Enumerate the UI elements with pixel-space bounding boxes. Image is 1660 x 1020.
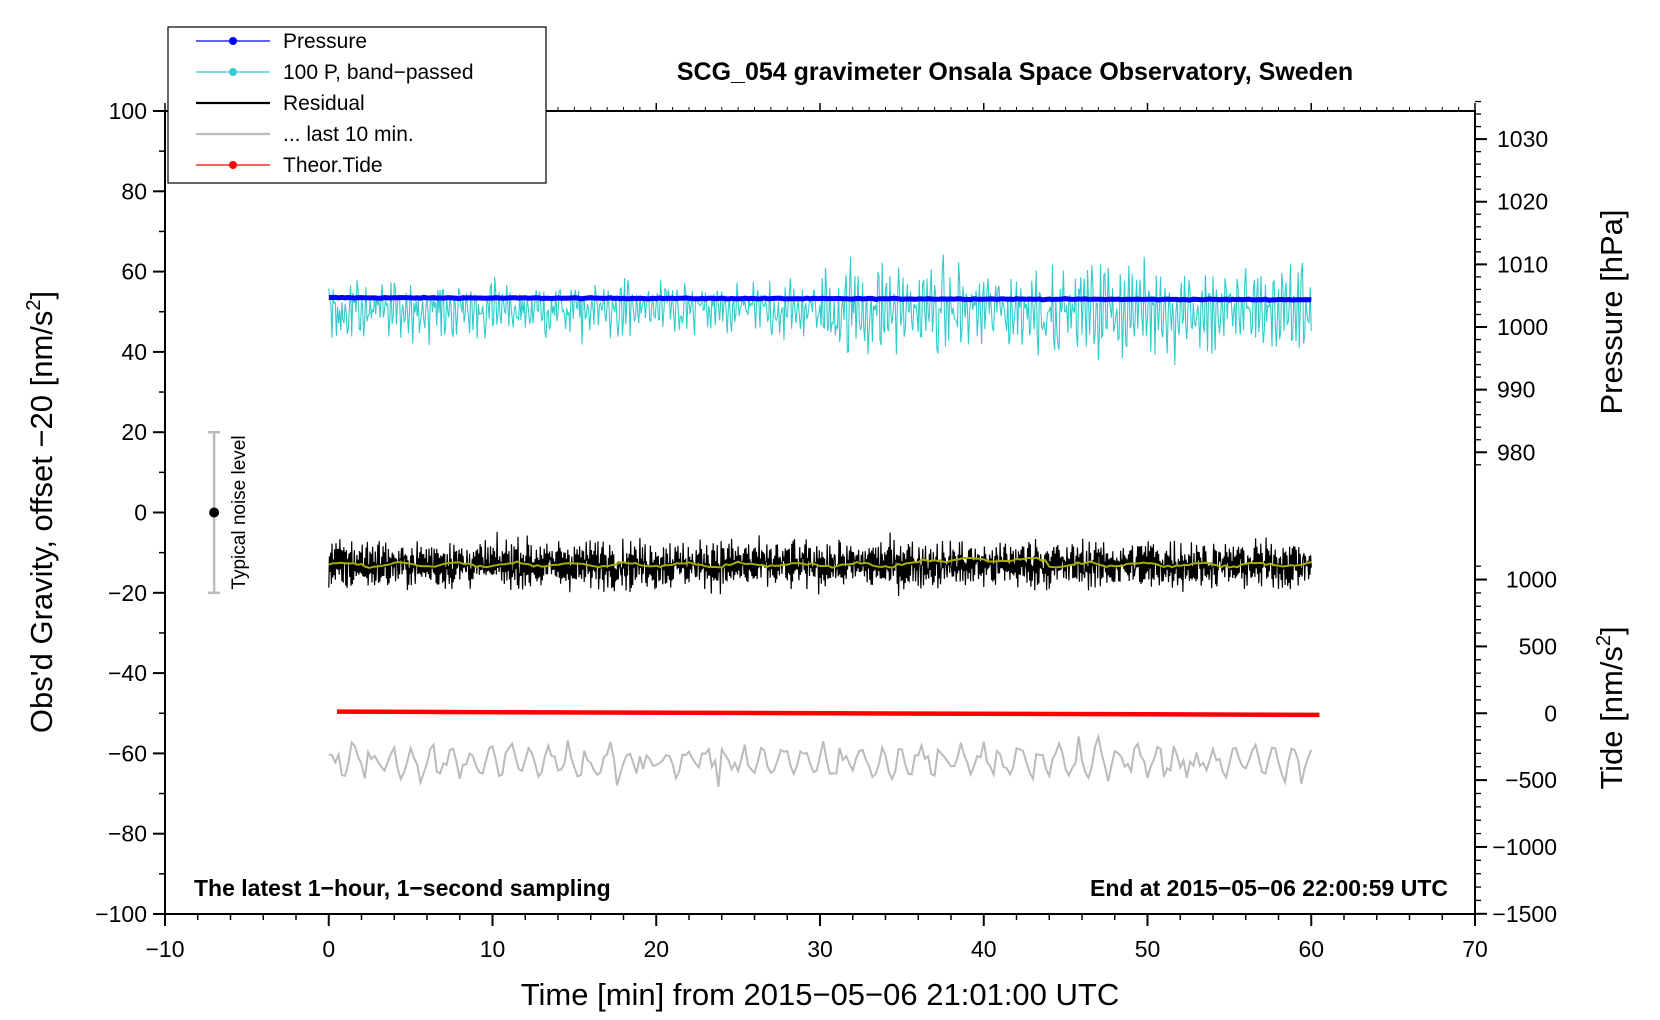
noise-level-dot bbox=[209, 507, 220, 518]
y-axis-label-tide-sup: 2 bbox=[1593, 635, 1615, 646]
annotation-right: End at 2015−05−06 22:00:59 UTC bbox=[1090, 875, 1448, 901]
series-band-passed-line bbox=[328, 254, 1312, 365]
y-axis-label-tide-close: ] bbox=[1594, 626, 1629, 635]
x-axis-label: Time [min] from 2015−05−06 21:01:00 UTC bbox=[521, 977, 1120, 1012]
x-tick-label: −10 bbox=[145, 936, 184, 962]
legend-label: Theor.Tide bbox=[283, 154, 383, 177]
y-tick-label: 60 bbox=[121, 259, 147, 285]
tide-tick-label: 0 bbox=[1544, 700, 1557, 726]
legend-swatch-marker bbox=[229, 37, 237, 45]
y-axis-label-tide-text: Tide [nm/s bbox=[1594, 646, 1629, 790]
y-tick-label: 40 bbox=[121, 339, 147, 365]
pressure-tick-label: 1000 bbox=[1497, 314, 1548, 340]
y-tick-label: −100 bbox=[95, 901, 147, 927]
series-residual-smoothed-line bbox=[328, 556, 1312, 569]
pressure-tick-label: 980 bbox=[1497, 439, 1535, 465]
x-tick-label: 20 bbox=[643, 936, 669, 962]
tide-tick-label: −1000 bbox=[1492, 834, 1557, 860]
y-axis-label-left-text: Obs'd Gravity, offset −20 [nm/s bbox=[24, 311, 59, 734]
series-theor-tide-line bbox=[336, 709, 1320, 718]
y-tick-label: 80 bbox=[121, 178, 147, 204]
legend-box bbox=[167, 26, 547, 184]
y-tick-label: −40 bbox=[108, 660, 147, 686]
legend: Pressure 100 P, band−passed Residual ... la… bbox=[167, 26, 547, 184]
tide-tick-label: 500 bbox=[1519, 633, 1557, 659]
tide-tick-label: −1500 bbox=[1492, 901, 1557, 927]
y-axis-ticks: −100 −80 −60 −40 −20 0 20 40 60 80 100 bbox=[95, 98, 165, 927]
pressure-tick-label: 990 bbox=[1497, 377, 1535, 403]
y-tick-label: −20 bbox=[108, 580, 147, 606]
legend-item: ... last 10 min. bbox=[196, 123, 414, 146]
legend-item: 100 P, band−passed bbox=[196, 61, 474, 84]
noise-level-label: Typical noise level bbox=[229, 435, 250, 589]
legend-item: Theor.Tide bbox=[196, 154, 383, 177]
legend-label: Pressure bbox=[283, 30, 367, 53]
series-residual-line bbox=[328, 531, 1312, 597]
x-tick-label: 50 bbox=[1135, 936, 1161, 962]
pressure-tick-label: 1020 bbox=[1497, 189, 1548, 215]
x-axis-ticks: −10 0 10 20 30 40 50 60 70 bbox=[145, 103, 1488, 962]
x-tick-label: 70 bbox=[1462, 936, 1488, 962]
pressure-tick-label: 1030 bbox=[1497, 126, 1548, 152]
series-pressure-line bbox=[328, 294, 1312, 303]
legend-swatch-marker bbox=[229, 161, 237, 169]
plot-frame bbox=[164, 110, 1476, 915]
tide-tick-label: 1000 bbox=[1506, 567, 1557, 593]
legend-label: Residual bbox=[283, 92, 365, 115]
y-axis-label-pressure: Pressure [hPa] bbox=[1594, 209, 1629, 414]
y-tick-label: 20 bbox=[121, 419, 147, 445]
annotation-left: The latest 1−hour, 1−second sampling bbox=[194, 875, 611, 901]
x-tick-label: 30 bbox=[807, 936, 833, 962]
y-tick-label: −80 bbox=[108, 821, 147, 847]
legend-label: ... last 10 min. bbox=[283, 123, 414, 146]
pressure-axis-ticks: 980 990 1000 1010 1020 1030 bbox=[1475, 100, 1548, 466]
y-axis-label-left: Obs'd Gravity, offset −20 [nm/s2] bbox=[23, 291, 59, 733]
legend-item: Residual bbox=[196, 92, 365, 115]
pressure-tick-label: 1010 bbox=[1497, 251, 1548, 277]
y-axis-label-left-close: ] bbox=[24, 291, 59, 300]
chart-title: SCG_054 gravimeter Onsala Space Observat… bbox=[677, 58, 1353, 86]
y-tick-label: −60 bbox=[108, 740, 147, 766]
legend-swatch-marker bbox=[229, 68, 237, 76]
y-axis-label-left-sup: 2 bbox=[23, 299, 45, 310]
x-tick-label: 0 bbox=[322, 936, 335, 962]
y-tick-label: 0 bbox=[134, 500, 147, 526]
legend-item: Pressure bbox=[196, 30, 367, 53]
y-axis-label-tide: Tide [nm/s2] bbox=[1593, 626, 1629, 789]
noise-level-marker: Typical noise level bbox=[208, 430, 250, 595]
x-tick-label: 10 bbox=[480, 936, 506, 962]
legend-label: 100 P, band−passed bbox=[283, 61, 474, 84]
y-tick-label: 100 bbox=[109, 98, 147, 124]
x-tick-label: 40 bbox=[971, 936, 997, 962]
x-tick-label: 60 bbox=[1298, 936, 1324, 962]
tide-tick-label: −500 bbox=[1505, 767, 1557, 793]
tide-axis-ticks: −1500 −1000 −500 0 500 1000 bbox=[1475, 565, 1557, 927]
series-last-10-min-line bbox=[328, 732, 1313, 787]
